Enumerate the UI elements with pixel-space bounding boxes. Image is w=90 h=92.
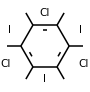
Text: I: I	[8, 25, 11, 35]
Text: I: I	[79, 25, 82, 35]
Text: Cl: Cl	[79, 60, 89, 69]
Text: Cl: Cl	[1, 60, 11, 69]
Text: I: I	[43, 74, 47, 84]
Text: Cl: Cl	[40, 8, 50, 18]
